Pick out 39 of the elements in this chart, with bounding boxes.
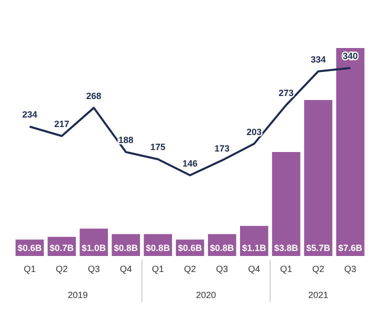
- x-tick-label: Q1: [24, 264, 36, 274]
- data-label: $1.1B: [242, 243, 267, 253]
- data-label: 173: [214, 143, 230, 154]
- x-tick-label: Q2: [184, 264, 196, 274]
- data-label: $0.7B: [50, 243, 74, 253]
- data-label: 203: [246, 126, 262, 137]
- text: 2021: [308, 290, 328, 300]
- data-label: $7.6B: [338, 243, 363, 253]
- data-label: 146: [182, 158, 198, 168]
- data-label: 273: [278, 88, 294, 98]
- x-tick-label: Q3: [88, 264, 100, 274]
- x-tick-label: Q2: [56, 264, 68, 274]
- data-label: 334: [310, 54, 326, 64]
- data-label: $0.8B: [146, 243, 170, 253]
- x-tick-label: Q3: [216, 264, 228, 274]
- data-label: 175: [150, 142, 166, 152]
- x-tick-label: Q2: [312, 264, 324, 274]
- data-label: 268: [86, 90, 102, 101]
- data-label: 217: [54, 119, 70, 130]
- x-tick-label: Q3: [344, 264, 356, 274]
- data-label: $0.6B: [18, 243, 42, 253]
- x-tick-label: Q4: [248, 264, 260, 274]
- text: 2020: [196, 290, 216, 300]
- x-tick-label: Q1: [152, 264, 164, 274]
- data-label: $5.7B: [306, 243, 331, 253]
- data-label: 234: [22, 110, 38, 120]
- bar: [304, 100, 332, 256]
- bar: [336, 48, 364, 256]
- text: 2019: [68, 290, 88, 300]
- data-label: $0.8B: [114, 243, 138, 253]
- data-label: 340: [342, 51, 358, 61]
- x-tick-label: Q4: [120, 264, 132, 274]
- data-label: $1.0B: [82, 243, 106, 253]
- data-label: $0.6B: [178, 243, 202, 253]
- data-label: 188: [118, 135, 134, 146]
- x-tick-label: Q1: [280, 264, 292, 274]
- bar: [272, 152, 300, 256]
- data-label: $3.8B: [274, 243, 299, 253]
- data-label: $0.8B: [210, 243, 235, 253]
